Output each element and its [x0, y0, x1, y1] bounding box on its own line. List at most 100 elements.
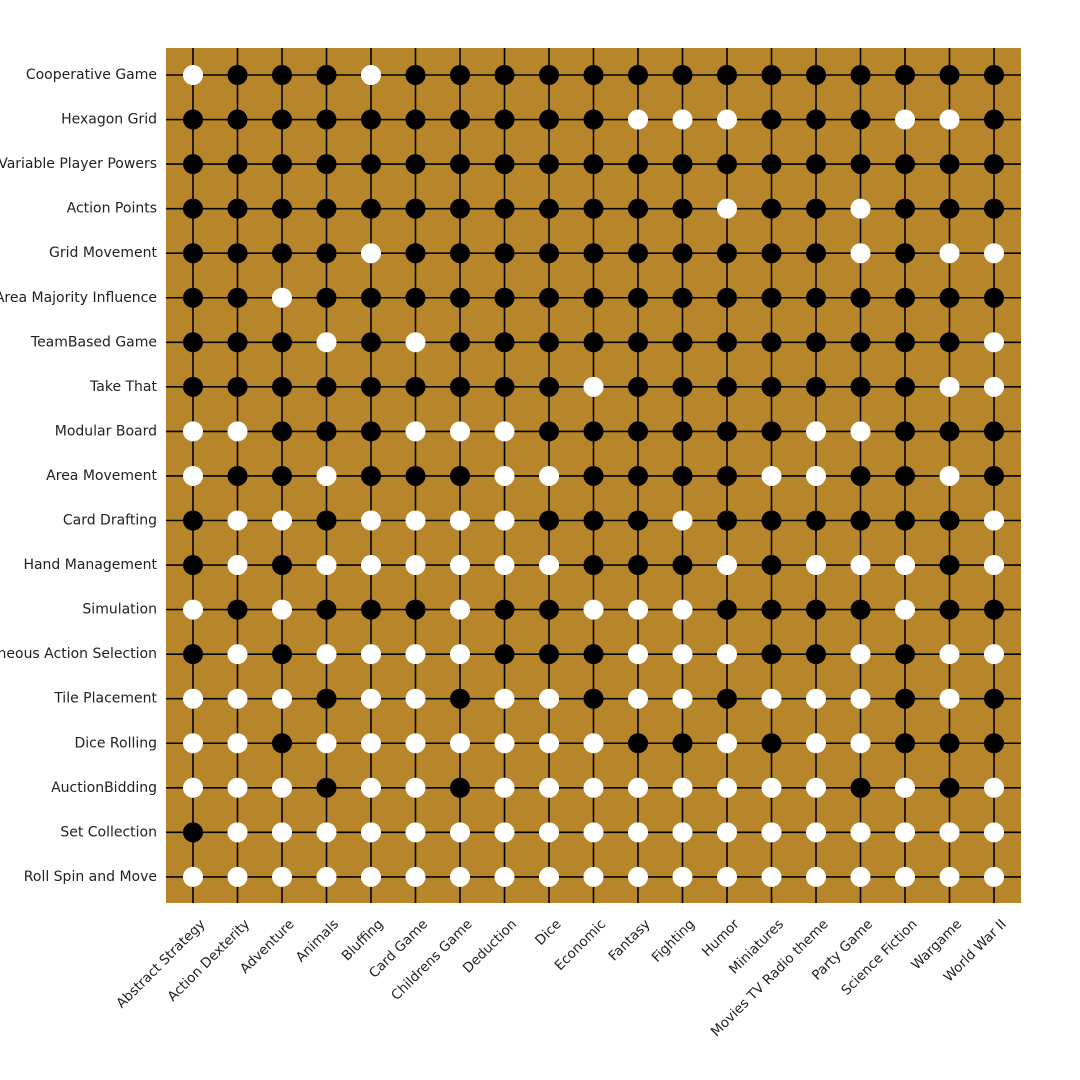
dot-filled [539, 421, 559, 442]
dot-empty [850, 198, 871, 219]
dot-filled [316, 688, 337, 709]
dot-empty [895, 109, 915, 130]
dot-empty [939, 243, 960, 264]
dot-empty [450, 866, 470, 887]
dot-empty [761, 465, 782, 486]
dot-empty [672, 109, 693, 130]
dot-empty [316, 555, 337, 576]
dot-empty [761, 866, 782, 887]
dot-filled [850, 332, 871, 353]
dot-filled [628, 555, 648, 576]
dot-filled [761, 332, 782, 353]
dot-empty [450, 644, 470, 665]
dot-filled [672, 465, 693, 486]
dot-filled [806, 332, 826, 353]
dot-empty [272, 510, 292, 531]
dot-empty [183, 465, 203, 486]
dot-filled [583, 243, 604, 264]
dot-filled [939, 733, 960, 754]
dot-filled [895, 243, 915, 264]
dot-empty [494, 421, 515, 442]
row-label: Tile Placement [53, 691, 157, 707]
dot-filled [850, 109, 871, 130]
dot-empty [850, 866, 871, 887]
row-label: Simultaneous Action Selection [0, 646, 157, 662]
dot-filled [227, 65, 248, 85]
dot-filled [628, 198, 648, 219]
dot-empty [583, 866, 604, 887]
dot-filled [761, 555, 782, 576]
dot-filled [984, 688, 1004, 709]
dot-empty [494, 733, 515, 754]
dot-filled [494, 243, 515, 264]
dot-filled [361, 376, 381, 397]
dot-filled [405, 198, 426, 219]
dot-filled [717, 376, 737, 397]
dot-filled [672, 65, 693, 85]
dot-empty [272, 822, 292, 843]
column-label: Science Fiction [838, 916, 920, 998]
column-label: Childrens Game [388, 916, 475, 1003]
dot-filled [272, 332, 292, 353]
dot-empty [539, 822, 559, 843]
dot-filled [761, 154, 782, 175]
dot-empty [227, 555, 248, 576]
dot-filled [450, 65, 470, 85]
dot-empty [539, 688, 559, 709]
dot-filled [628, 243, 648, 264]
dot-empty [717, 866, 737, 887]
dot-filled [806, 198, 826, 219]
dot-empty [583, 822, 604, 843]
dot-empty [984, 777, 1004, 798]
dot-empty [672, 644, 693, 665]
dot-empty [850, 644, 871, 665]
dot-empty [494, 555, 515, 576]
dot-filled [895, 332, 915, 353]
column-label: Fighting [649, 916, 698, 965]
dot-filled [450, 465, 470, 486]
dot-filled [494, 65, 515, 85]
row-label: Set Collection [60, 824, 157, 840]
dot-filled [494, 198, 515, 219]
dot-filled [806, 599, 826, 620]
dot-filled [984, 65, 1004, 85]
dot-filled [405, 599, 426, 620]
dot-empty [405, 421, 426, 442]
dot-filled [717, 287, 737, 308]
dot-filled [939, 510, 960, 531]
dot-filled [806, 154, 826, 175]
dot-filled [761, 287, 782, 308]
dot-filled [361, 287, 381, 308]
dot-empty [984, 243, 1004, 264]
dot-filled [361, 599, 381, 620]
dot-filled [583, 154, 604, 175]
dot-filled [583, 65, 604, 85]
dot-empty [227, 733, 248, 754]
dot-filled [717, 465, 737, 486]
dot-filled [672, 421, 693, 442]
dot-empty [450, 599, 470, 620]
dot-empty [539, 555, 559, 576]
dot-filled [583, 510, 604, 531]
row-label: Cooperative Game [26, 67, 157, 83]
dot-empty [272, 866, 292, 887]
dot-filled [494, 154, 515, 175]
dot-filled [850, 376, 871, 397]
dot-filled [539, 599, 559, 620]
dot-empty [850, 822, 871, 843]
dot-filled [628, 733, 648, 754]
dot-filled [628, 287, 648, 308]
row-label: Simulation [82, 602, 157, 618]
dot-filled [450, 198, 470, 219]
dot-filled [895, 733, 915, 754]
dot-filled [672, 555, 693, 576]
dot-filled [628, 376, 648, 397]
dot-empty [628, 644, 648, 665]
dot-filled [850, 154, 871, 175]
dot-filled [672, 154, 693, 175]
dot-filled [806, 510, 826, 531]
dot-filled [806, 644, 826, 665]
dot-empty [939, 866, 960, 887]
dot-filled [583, 555, 604, 576]
